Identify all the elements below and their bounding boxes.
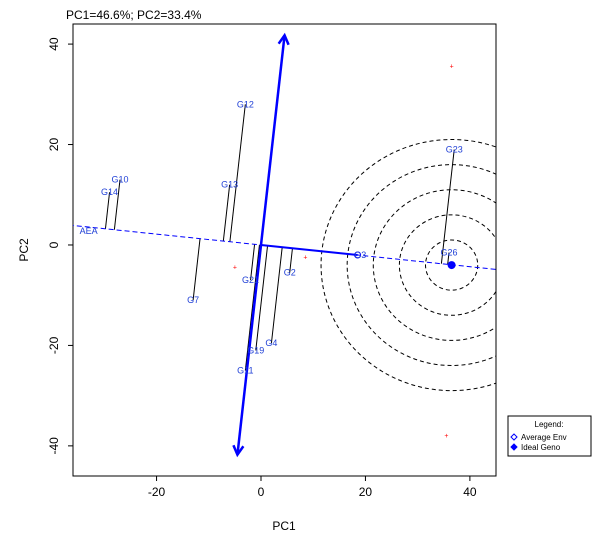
concentric-circle xyxy=(398,214,496,316)
genotype-label: G19 xyxy=(247,345,264,355)
genotype-label: G23 xyxy=(446,145,463,155)
aea-ordinate-line xyxy=(236,35,286,455)
genotype-label: G14 xyxy=(101,187,118,197)
y-axis-label: PC2 xyxy=(17,238,31,262)
projection-line xyxy=(104,192,111,229)
legend-frame xyxy=(507,415,592,457)
genotype-label: G13 xyxy=(221,180,238,190)
y-tick-label: 20 xyxy=(47,138,61,152)
environment-marker: + xyxy=(444,433,448,440)
arrow-head xyxy=(232,444,245,458)
legend-title: Legend: xyxy=(535,420,564,429)
projection-line xyxy=(255,245,269,351)
ideal-genotype-marker xyxy=(447,261,456,270)
projection-line xyxy=(113,179,121,230)
average-environment-marker xyxy=(354,251,362,259)
concentric-circle xyxy=(372,189,496,341)
projection-line xyxy=(447,252,450,265)
projection-line xyxy=(229,104,246,242)
legend-marker xyxy=(510,433,518,441)
environment-marker: + xyxy=(450,64,454,71)
legend-marker xyxy=(510,443,518,451)
aea-vector xyxy=(260,243,358,257)
genotype-label: G12 xyxy=(237,99,254,109)
projection-line xyxy=(244,244,260,371)
x-tick-label: -20 xyxy=(148,485,166,499)
concentric-circle xyxy=(425,239,479,291)
genotype-label: G11 xyxy=(237,366,253,376)
y-tick-label: -40 xyxy=(47,437,61,455)
aea-axis-label: AEA xyxy=(80,226,98,236)
environment-marker: + xyxy=(233,265,237,272)
genotype-label: G2 xyxy=(284,268,296,278)
x-tick-label: 20 xyxy=(359,485,373,499)
plot-frame xyxy=(72,23,497,477)
environment-marker: + xyxy=(303,255,307,262)
concentric-circle xyxy=(320,139,496,392)
arrow-head xyxy=(277,32,290,46)
genotype-label: G10 xyxy=(111,175,128,185)
x-axis-label: PC1 xyxy=(272,519,296,533)
projection-line xyxy=(192,238,201,301)
y-tick-label: 0 xyxy=(47,241,61,248)
legend-item-label: Average Env xyxy=(521,433,567,442)
legend-item-label: Ideal Geno xyxy=(521,443,561,452)
chart-title: PC1=46.6%; PC2=33.4% xyxy=(66,8,202,22)
projection-line xyxy=(222,184,231,242)
projection-line xyxy=(270,247,283,343)
projection-line xyxy=(250,244,256,281)
y-tick-label: -20 xyxy=(47,336,61,354)
genotype-label: G7 xyxy=(187,295,199,305)
genotype-label: G21 xyxy=(242,275,259,285)
genotype-label: G4 xyxy=(265,338,277,348)
x-tick-label: 0 xyxy=(258,485,265,499)
genotype-label: G3 xyxy=(354,250,366,260)
projection-line xyxy=(440,149,455,264)
projection-line xyxy=(289,248,293,273)
genotype-label: G26 xyxy=(440,248,457,258)
y-tick-label: 40 xyxy=(47,37,61,51)
x-tick-label: 40 xyxy=(463,485,477,499)
